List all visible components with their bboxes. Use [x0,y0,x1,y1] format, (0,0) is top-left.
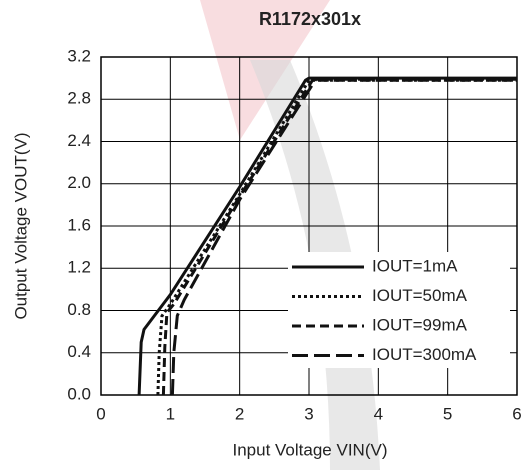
x-tick-label: 2 [235,404,244,423]
x-tick-label: 4 [374,404,383,423]
legend: IOUT=1mA IOUT=50mA IOUT=99mA IOUT=300mA [288,252,510,368]
legend-background [288,252,510,368]
y-tick-label: 2.8 [67,89,91,108]
legend-label: IOUT=1mA [372,256,458,275]
chart-title: R1172x301x [259,9,361,29]
y-tick-label: 1.6 [67,215,91,234]
x-tick-label: 3 [304,404,313,423]
x-tick-label: 0 [96,404,105,423]
y-tick-label: 2.0 [67,173,91,192]
line-series [137,76,517,396]
y-tick-label: 1.2 [67,258,91,277]
legend-label: IOUT=50mA [372,286,468,305]
line-series [156,78,517,396]
x-tick-label: 6 [512,404,521,423]
legend-label: IOUT=300mA [372,345,477,364]
line-series [161,78,517,396]
y-axis-label: Output Voltage VOUT(V) [11,132,30,319]
y-tick-label: 2.4 [67,131,91,150]
y-tick-label: 0.4 [67,342,91,361]
y-tick-label: 0.0 [67,384,91,403]
y-tick-label: 3.2 [67,46,91,65]
line-series [170,77,517,396]
legend-label: IOUT=99mA [372,315,468,334]
x-tick-label: 1 [166,404,175,423]
x-axis-label: Input Voltage VIN(V) [233,440,388,459]
plot-frame [100,56,518,396]
y-tick-label: 0.8 [67,300,91,319]
x-tick-label: 5 [443,404,452,423]
